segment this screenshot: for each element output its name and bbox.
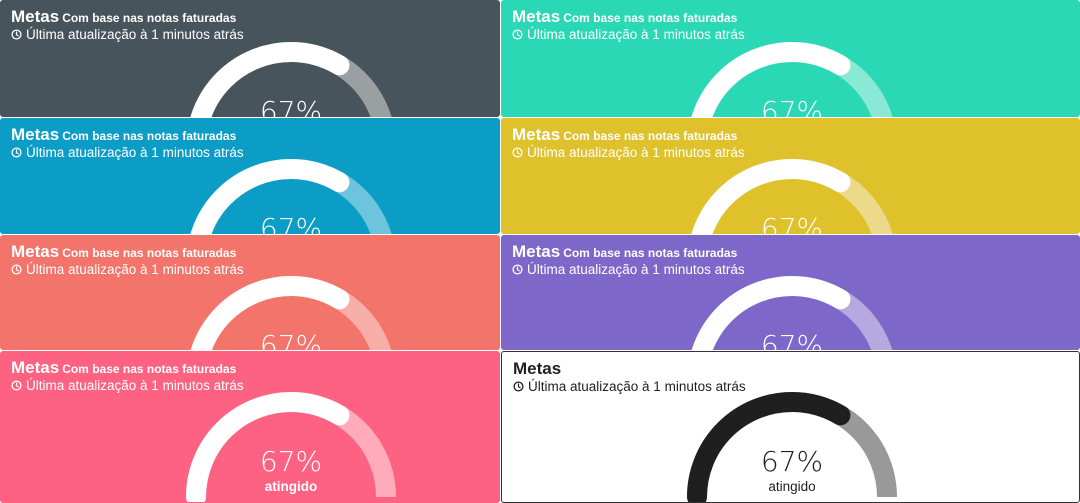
percent-value: 67% [259,212,323,234]
clock-icon [11,147,22,158]
last-update-text: Última atualização à 1 minutos atrás [26,27,244,42]
gauge-chart [190,276,392,350]
gauge-progress [190,42,392,117]
percent-label: atingido [264,479,318,494]
card-title: Metas [513,359,562,378]
last-update-text: Última atualização à 1 minutos atrás [26,262,244,277]
card-header: Metas Com base nas notas faturadas Última… [11,125,244,160]
last-update: Última atualização à 1 minutos atrás [513,379,746,394]
last-update-text: Última atualização à 1 minutos atrás [26,145,244,160]
card-subtitle: Com base nas notas faturadas [563,11,738,25]
card-title: Metas [11,7,60,26]
percent-value: 67% [760,95,824,117]
goal-card: Metas Com base nas notas faturadas Última… [0,0,500,117]
last-update-text: Última atualização à 1 minutos atrás [527,262,745,277]
clock-icon [11,264,22,275]
percent-label: atingido [768,479,816,494]
card-header: Metas Com base nas notas faturadas Última… [11,358,244,393]
last-update: Última atualização à 1 minutos atrás [512,145,745,160]
last-update-text: Última atualização à 1 minutos atrás [26,378,244,393]
gauge: 67% atingido [186,42,396,117]
gauge-progress [190,159,392,234]
card-title: Metas [11,242,60,261]
card-title: Metas [11,358,60,377]
clock-icon [512,147,523,158]
clock-icon [512,29,523,40]
card-title: Metas [512,125,561,144]
card-title: Metas [512,242,561,261]
gauge-progress [190,276,392,350]
goal-card: Metas Com base nas notas faturadas Última… [501,118,1080,234]
gauge-chart [691,42,893,117]
card-header: Metas Com base nas notas faturadas Última… [512,7,745,42]
last-update: Última atualização à 1 minutos atrás [512,27,745,42]
goal-card: Metas Com base nas notas faturadas Última… [501,235,1080,350]
gauge: 67% atingido [186,276,396,350]
percent-value: 67% [760,445,824,478]
goal-card: Metas Última atualização à 1 minutos atr… [501,351,1080,503]
goal-card: Metas Com base nas notas faturadas Última… [501,0,1080,117]
gauge-progress [687,392,897,502]
card-subtitle: Com base nas notas faturadas [62,362,237,376]
last-update: Última atualização à 1 minutos atrás [11,378,244,393]
clock-icon [11,29,22,40]
percent-value: 67% [760,212,824,234]
card-title: Metas [11,125,60,144]
percent-value: 67% [259,329,323,350]
last-update: Última atualização à 1 minutos atrás [11,27,244,42]
card-subtitle: Com base nas notas faturadas [62,129,237,143]
gauge: 67% atingido [687,42,897,117]
percent-value: 67% [259,445,323,478]
last-update-text: Última atualização à 1 minutos atrás [528,379,746,394]
percent-value: 67% [760,329,824,350]
card-subtitle: Com base nas notas faturadas [563,129,738,143]
goal-card: Metas Com base nas notas faturadas Última… [0,118,500,234]
gauge: 67% atingido [186,392,396,502]
card-subtitle: Com base nas notas faturadas [62,246,237,260]
last-update: Última atualização à 1 minutos atrás [11,262,244,277]
last-update: Última atualização à 1 minutos atrás [11,145,244,160]
clock-icon [11,380,22,391]
gauge-chart [186,392,396,502]
goal-card: Metas Com base nas notas faturadas Última… [0,235,500,350]
gauge: 67% atingido [687,276,897,350]
last-update-text: Última atualização à 1 minutos atrás [527,27,745,42]
last-update: Última atualização à 1 minutos atrás [512,262,745,277]
card-header: Metas Com base nas notas faturadas Última… [512,242,745,277]
card-header: Metas Última atualização à 1 minutos atr… [513,359,746,394]
clock-icon [513,381,524,392]
gauge-chart [691,159,893,234]
gauge-progress [186,392,396,502]
gauge: 67% atingido [186,159,396,234]
goal-card: Metas Com base nas notas faturadas Última… [0,351,500,503]
card-header: Metas Com base nas notas faturadas Última… [11,242,244,277]
gauge: 67% atingido [687,159,897,234]
gauge-progress [691,159,893,234]
card-subtitle: Com base nas notas faturadas [62,11,237,25]
gauge-chart [687,392,897,502]
card-title: Metas [512,7,561,26]
gauge: 67% atingido [687,392,897,502]
gauge-progress [691,42,893,117]
gauge-chart [190,42,392,117]
gauge-progress [691,276,893,350]
gauge-chart [190,159,392,234]
last-update-text: Última atualização à 1 minutos atrás [527,145,745,160]
card-subtitle: Com base nas notas faturadas [563,246,738,260]
gauge-chart [691,276,893,350]
clock-icon [512,264,523,275]
percent-value: 67% [259,95,323,117]
card-header: Metas Com base nas notas faturadas Última… [512,125,745,160]
card-header: Metas Com base nas notas faturadas Última… [11,7,244,42]
